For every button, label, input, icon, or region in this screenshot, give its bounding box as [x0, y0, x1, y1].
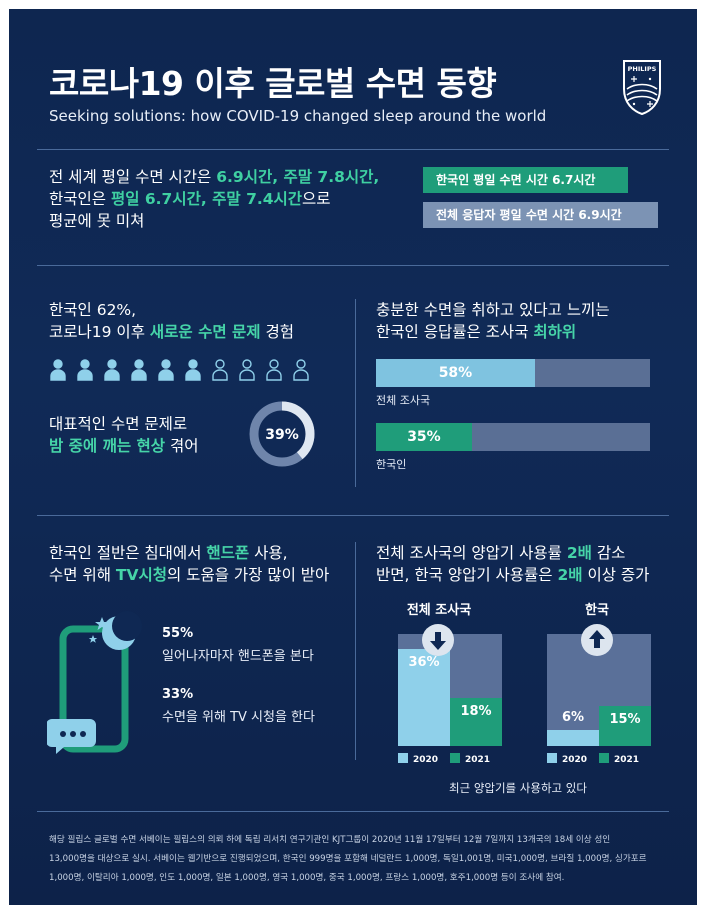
person-outline-icon — [292, 359, 310, 381]
chat-bubble-icon — [46, 719, 96, 754]
person-filled-icon — [103, 359, 121, 381]
stat-phone-text: 일어나자마자 핸드폰을 본다 — [162, 649, 314, 664]
page-subtitle: Seeking solutions: how COVID-19 changed … — [49, 107, 547, 125]
vertical-divider — [355, 299, 356, 487]
bar-korea: 35% — [376, 423, 650, 451]
group-label-korea: 한국 — [585, 603, 609, 618]
column-2021-all — [450, 697, 502, 746]
phone-icon — [59, 625, 129, 753]
donut-label: 39% — [265, 427, 299, 443]
stat-phone-value: 55% — [162, 626, 194, 641]
person-outline-icon — [211, 359, 229, 381]
value-2020-korea: 6% — [561, 709, 585, 725]
star-icon — [95, 617, 109, 630]
arrow-down-icon — [422, 624, 454, 656]
value-2021-korea: 15% — [609, 711, 641, 727]
divider — [37, 265, 669, 266]
value-2020-all: 36% — [408, 655, 440, 671]
person-outline-icon — [238, 359, 256, 381]
korea-weekday-sleep-pill: 한국인 평일 수면 시간 6.7시간 — [423, 167, 628, 193]
bar-value: 35% — [407, 429, 441, 445]
star-icon — [88, 635, 98, 643]
group-label-all: 전체 조사국 — [406, 603, 472, 618]
bar-label-all-countries: 전체 조사국 — [376, 394, 431, 407]
bar-all-countries: 58% — [376, 359, 650, 387]
column-2020-all — [398, 649, 450, 746]
cpap-caption: 최근 양압기를 사용하고 있다 — [449, 781, 587, 795]
person-filled-icon — [76, 359, 94, 381]
philips-logo: PHILIPS — [621, 59, 663, 116]
donut-value-arc — [249, 401, 315, 467]
all-respondents-sleep-pill: 전체 응답자 평일 수면 시간 6.9시간 — [423, 202, 658, 228]
divider — [37, 515, 669, 516]
value-2021-all: 18% — [460, 703, 492, 719]
donut-chart: 39% — [247, 399, 317, 469]
section1-text: 전 세계 평일 수면 시간은 6.9시간, 주말 7.8시간, 한국인은 평일 … — [49, 168, 380, 230]
bar-fill — [376, 423, 472, 451]
arrow-up-icon — [581, 624, 613, 656]
person-filled-icon — [184, 359, 202, 381]
phone-illustration — [46, 607, 147, 757]
column-2021-korea — [599, 705, 651, 746]
waking-at-night-text: 대표적인 수면 문제로 밤 중에 깨는 현상 겪어 — [49, 415, 199, 455]
bar-fill — [376, 359, 535, 387]
divider — [37, 811, 669, 812]
phone-tv-text: 한국인 절반은 침대에서 핸드폰 사용, 수면 위해 TV시청의 도움을 가장 … — [49, 544, 330, 584]
page-title: 코로나19 이후 글로벌 수면 동향 — [49, 64, 497, 103]
legend-2020: 2020 — [547, 753, 587, 765]
person-filled-icon — [157, 359, 175, 381]
logo-text: PHILIPS — [628, 65, 657, 73]
footnote: 해당 필립스 글로벌 수면 서베이는 필립스의 의뢰 하에 독립 리서치 연구기… — [49, 835, 647, 883]
divider — [37, 149, 669, 150]
bar-value: 58% — [438, 365, 473, 381]
new-sleep-problem-text: 한국인 62%, 코로나19 이후 새로운 수면 문제 경험 — [49, 301, 294, 341]
legend-2021: 2021 — [599, 753, 639, 765]
infographic: 코로나19 이후 글로벌 수면 동향 Seeking solutions: ho… — [9, 9, 697, 905]
stat-tv-text: 수면을 위해 TV 시청을 한다 — [162, 710, 315, 725]
person-outline-icon — [265, 359, 283, 381]
enough-sleep-text: 충분한 수면을 취하고 있다고 느끼는 한국인 응답률은 조사국 최하위 — [376, 301, 610, 341]
person-filled-icon — [49, 359, 67, 381]
vertical-divider — [355, 542, 356, 760]
legend-2020: 2020 — [398, 753, 438, 765]
stat-tv-value: 33% — [162, 687, 194, 702]
person-filled-icon — [130, 359, 148, 381]
cpap-text: 전체 조사국의 양압기 사용률 2배 감소 반면, 한국 양압기 사용률은 2배… — [376, 544, 650, 584]
philips-shield-icon: PHILIPS — [623, 60, 661, 116]
column-2020-korea — [547, 729, 599, 746]
bar-label-korea: 한국인 — [376, 458, 407, 471]
legend-2021: 2021 — [450, 753, 490, 765]
